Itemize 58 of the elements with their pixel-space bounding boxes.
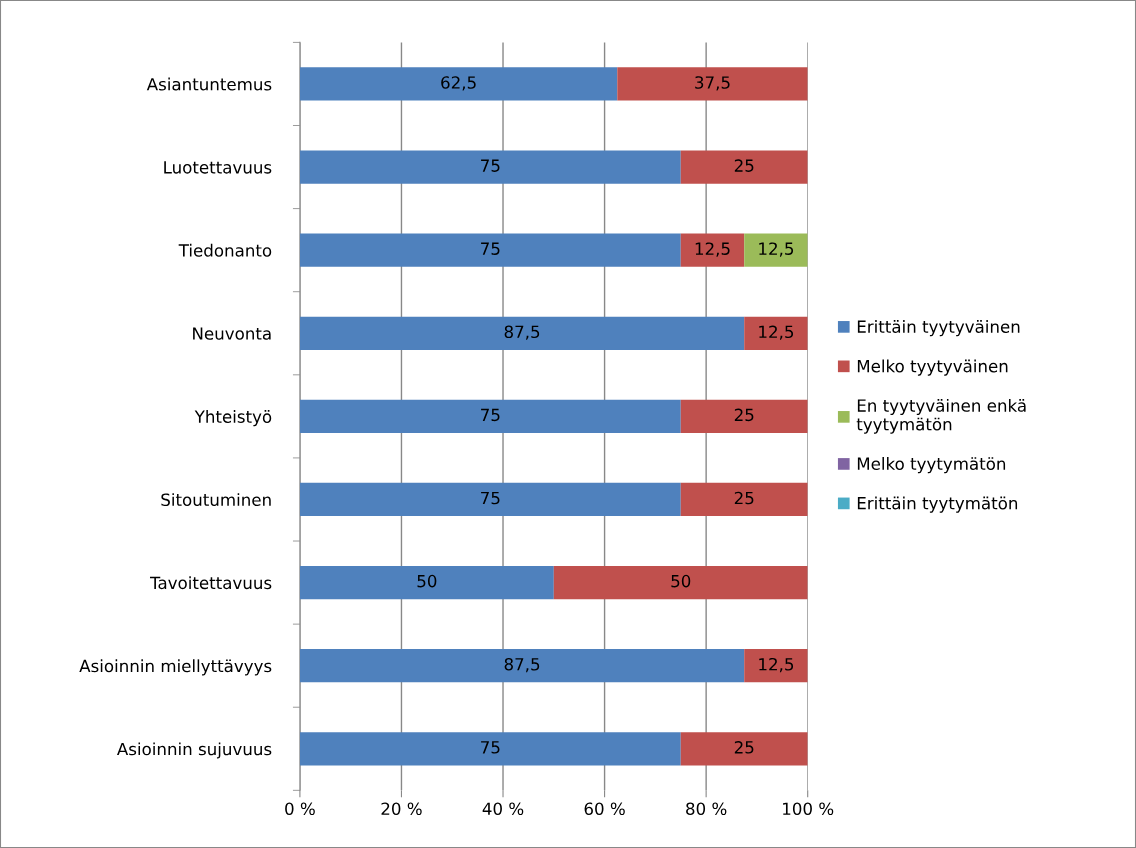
legend-label: Melko tyytymätön xyxy=(857,457,1006,474)
y-tick-label: Yhteistyö xyxy=(194,410,272,427)
legend-label: Melko tyytyväinen xyxy=(857,359,1008,376)
data-label: 75 xyxy=(481,491,500,505)
bar xyxy=(744,316,808,350)
data-label: 50 xyxy=(671,574,691,588)
x-tick-label: 80 % xyxy=(686,802,727,816)
bar xyxy=(299,565,554,600)
data-label: 75 xyxy=(481,408,500,422)
data-label: 87,5 xyxy=(504,325,540,340)
bar xyxy=(617,67,808,101)
data-label: 12,5 xyxy=(759,325,794,340)
bar xyxy=(680,233,745,267)
y-tick-label: Tiedonanto xyxy=(178,243,272,257)
bar xyxy=(553,565,808,600)
bar xyxy=(299,649,745,683)
x-tick-label: 100 % xyxy=(783,802,834,816)
data-label: 37,5 xyxy=(695,76,730,91)
bar xyxy=(299,482,681,517)
data-label: 75 xyxy=(481,159,500,172)
data-label: 12,5 xyxy=(759,657,794,673)
bar xyxy=(299,233,681,267)
data-label: 75 xyxy=(481,741,500,754)
legend-label: En tyytyväinen enkä tyytymätön xyxy=(856,398,1026,434)
data-label: 75 xyxy=(481,242,500,255)
y-tick-label: Asioinnin miellyttävyys xyxy=(79,659,272,676)
bar xyxy=(744,233,808,267)
y-tick-label: Asioinnin sujuvuus xyxy=(116,742,272,759)
y-tick-label: Sitoutuminen xyxy=(161,493,271,507)
data-label: 12,5 xyxy=(759,242,794,257)
bar xyxy=(299,732,681,766)
data-label: 25 xyxy=(734,408,754,422)
y-tick-label: Asiantuntemus xyxy=(146,77,272,91)
data-label: 50 xyxy=(417,574,437,588)
x-tick-label: 40 % xyxy=(482,802,524,816)
bar xyxy=(299,399,681,433)
x-tick-label: 0 % xyxy=(285,802,315,816)
y-tick-label: Luotettavuus xyxy=(164,161,272,174)
bar xyxy=(744,649,808,683)
bar xyxy=(680,399,808,433)
bar xyxy=(299,150,681,184)
data-label: 62,5 xyxy=(441,76,476,91)
data-label: 12,5 xyxy=(695,242,730,257)
data-label: 25 xyxy=(734,491,754,505)
x-tick-label: 60 % xyxy=(584,802,625,816)
y-tick-label: Neuvonta xyxy=(193,327,271,340)
data-label: 25 xyxy=(734,741,754,754)
bar xyxy=(680,732,808,766)
legend-label: Erittäin tyytyväinen xyxy=(857,320,1020,337)
data-label: 25 xyxy=(734,159,754,172)
bar xyxy=(680,482,808,517)
x-tick-label: 20 % xyxy=(381,802,422,816)
bar xyxy=(299,67,618,101)
bar xyxy=(299,316,745,350)
bar xyxy=(680,150,808,184)
y-tick-label: Tavoitettavuus xyxy=(150,576,272,590)
data-label: 87,5 xyxy=(504,657,540,673)
legend-label: Erittäin tyytymätön xyxy=(857,496,1018,513)
